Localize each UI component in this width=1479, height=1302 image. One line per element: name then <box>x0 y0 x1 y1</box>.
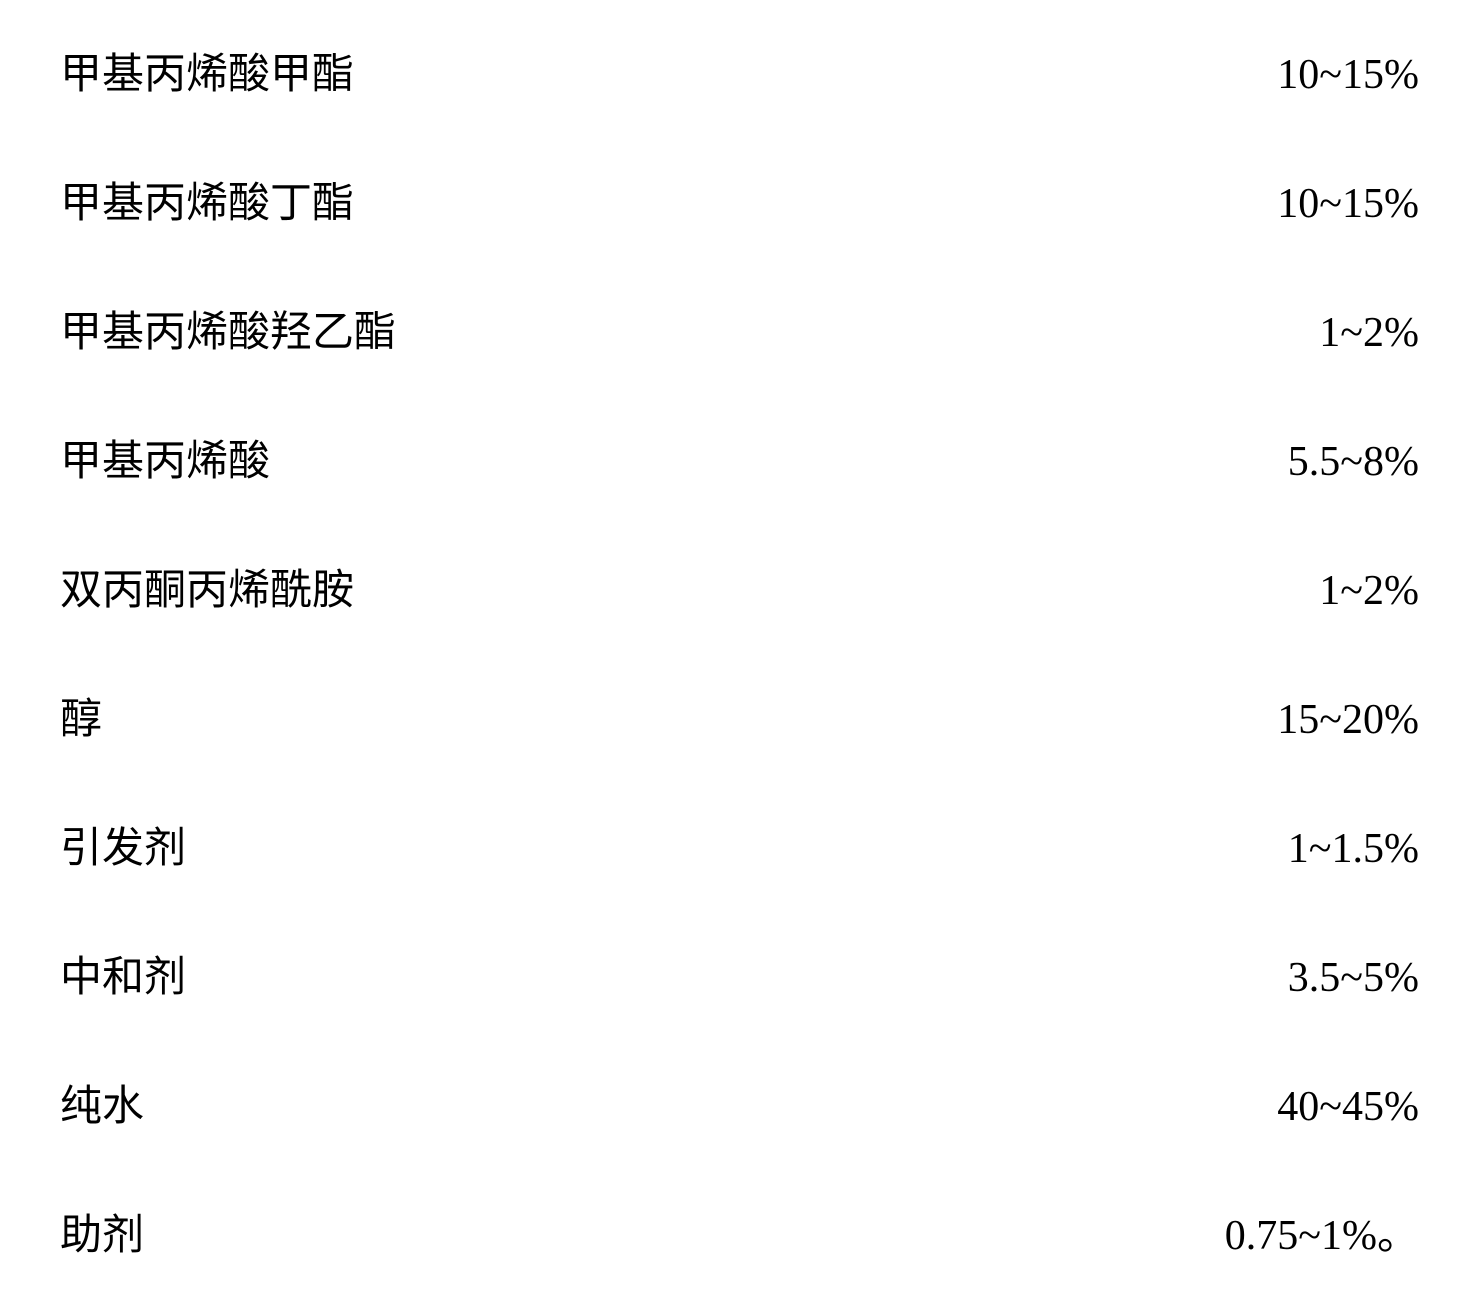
ingredient-label: 甲基丙烯酸甲酯 <box>60 40 354 101</box>
ingredient-value: 5.5~8% <box>1288 438 1419 486</box>
ingredient-value: 40~45% <box>1277 1083 1419 1131</box>
ingredient-label: 甲基丙烯酸羟乙酯 <box>60 298 396 359</box>
ingredient-value: 1~2% <box>1319 309 1419 357</box>
ingredient-value: 10~15% <box>1277 51 1419 99</box>
table-row: 甲基丙烯酸 5.5~8% <box>60 427 1419 488</box>
composition-table: 甲基丙烯酸甲酯 10~15% 甲基丙烯酸丁酯 10~15% 甲基丙烯酸羟乙酯 1… <box>60 40 1419 1262</box>
table-row: 纯水 40~45% <box>60 1072 1419 1133</box>
table-row: 甲基丙烯酸甲酯 10~15% <box>60 40 1419 101</box>
ingredient-value: 1~2% <box>1319 567 1419 615</box>
ingredient-label: 甲基丙烯酸 <box>60 427 270 488</box>
table-row: 中和剂 3.5~5% <box>60 943 1419 1004</box>
table-row: 甲基丙烯酸羟乙酯 1~2% <box>60 298 1419 359</box>
ingredient-label: 引发剂 <box>60 814 186 875</box>
ingredient-label: 醇 <box>60 685 102 746</box>
ingredient-label: 甲基丙烯酸丁酯 <box>60 169 354 230</box>
ingredient-value: 1~1.5% <box>1288 825 1419 873</box>
table-row: 双丙酮丙烯酰胺 1~2% <box>60 556 1419 617</box>
ingredient-value: 3.5~5% <box>1288 954 1419 1002</box>
table-row: 醇 15~20% <box>60 685 1419 746</box>
table-row: 引发剂 1~1.5% <box>60 814 1419 875</box>
ingredient-label: 中和剂 <box>60 943 186 1004</box>
table-row: 甲基丙烯酸丁酯 10~15% <box>60 169 1419 230</box>
ingredient-value: 10~15% <box>1277 180 1419 228</box>
ingredient-label: 纯水 <box>60 1072 144 1133</box>
ingredient-value: 15~20% <box>1277 696 1419 744</box>
ingredient-label: 双丙酮丙烯酰胺 <box>60 556 354 617</box>
